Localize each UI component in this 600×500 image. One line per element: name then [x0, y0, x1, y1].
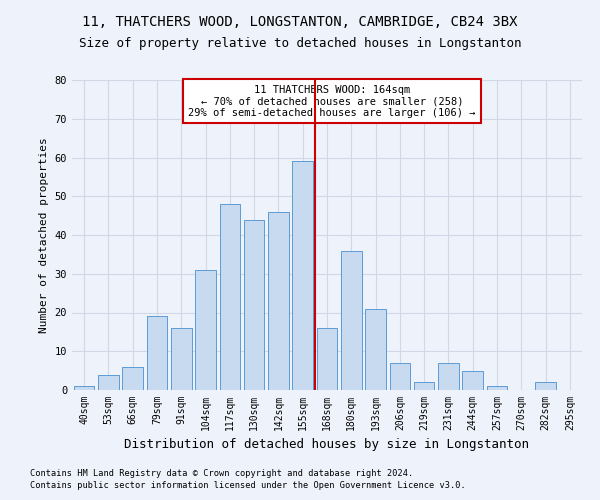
Bar — [341, 250, 362, 390]
Bar — [146, 316, 167, 390]
Bar — [463, 370, 483, 390]
Bar — [292, 162, 313, 390]
Bar — [268, 212, 289, 390]
Bar — [487, 386, 508, 390]
Bar — [98, 374, 119, 390]
Text: Contains public sector information licensed under the Open Government Licence v3: Contains public sector information licen… — [30, 481, 466, 490]
Bar — [438, 363, 459, 390]
Bar — [414, 382, 434, 390]
Bar — [220, 204, 240, 390]
Text: 11, THATCHERS WOOD, LONGSTANTON, CAMBRIDGE, CB24 3BX: 11, THATCHERS WOOD, LONGSTANTON, CAMBRID… — [82, 15, 518, 29]
Bar — [122, 367, 143, 390]
Y-axis label: Number of detached properties: Number of detached properties — [39, 137, 49, 333]
Bar — [244, 220, 265, 390]
Bar — [74, 386, 94, 390]
Bar — [171, 328, 191, 390]
Bar — [195, 270, 216, 390]
Text: Contains HM Land Registry data © Crown copyright and database right 2024.: Contains HM Land Registry data © Crown c… — [30, 468, 413, 477]
Text: 11 THATCHERS WOOD: 164sqm
← 70% of detached houses are smaller (258)
29% of semi: 11 THATCHERS WOOD: 164sqm ← 70% of detac… — [188, 84, 476, 118]
Bar — [365, 308, 386, 390]
X-axis label: Distribution of detached houses by size in Longstanton: Distribution of detached houses by size … — [125, 438, 530, 452]
Text: Size of property relative to detached houses in Longstanton: Size of property relative to detached ho… — [79, 38, 521, 51]
Bar — [389, 363, 410, 390]
Bar — [535, 382, 556, 390]
Bar — [317, 328, 337, 390]
